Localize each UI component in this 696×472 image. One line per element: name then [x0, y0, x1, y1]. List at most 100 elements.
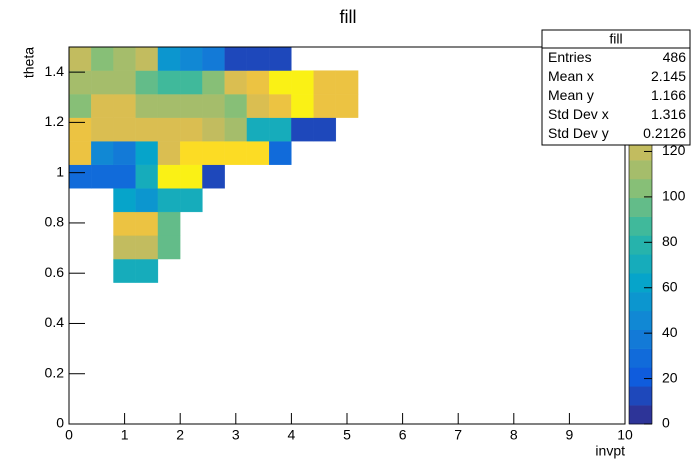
- y-tick-label: 1: [56, 163, 64, 179]
- heatmap-cell: [224, 93, 248, 118]
- stats-box: fill Entries 486 Mean x 2.145 Mean y 1.166 Std …: [541, 29, 691, 146]
- heatmap-cell: [269, 46, 292, 71]
- palette-band: [629, 273, 652, 293]
- x-tick-label: 10: [617, 427, 633, 443]
- palette-band: [629, 160, 652, 180]
- heatmap-cell: [180, 46, 203, 71]
- heatmap-cell: [246, 93, 270, 118]
- heatmap-cell: [246, 46, 270, 71]
- heatmap-cell: [157, 188, 181, 213]
- z-tick-label: 120: [662, 142, 686, 158]
- heatmap-cell: [269, 93, 292, 118]
- heatmap-cell: [202, 46, 225, 71]
- stats-value: 486: [663, 49, 687, 65]
- stats-value: 0.2126: [643, 125, 686, 141]
- z-tick-label: 100: [662, 188, 686, 204]
- heatmap-cell: [180, 164, 203, 189]
- heatmap-cell: [91, 117, 114, 142]
- heatmap-cell: [113, 70, 136, 95]
- chart-title: fill: [340, 7, 357, 27]
- heatmap-cell: [180, 93, 203, 118]
- palette-band: [629, 367, 652, 387]
- heatmap-cell: [246, 117, 270, 142]
- stats-title: fill: [609, 31, 622, 47]
- heatmap-cell: [180, 117, 203, 142]
- x-tick-label: 0: [65, 427, 73, 443]
- heatmap-cell: [135, 188, 159, 213]
- heatmap-cell: [180, 188, 203, 213]
- heatmap-cell: [91, 46, 114, 71]
- heatmap-cell: [269, 141, 292, 165]
- heatmap-cell: [135, 235, 159, 260]
- heatmap-cell: [224, 46, 248, 71]
- palette-band: [629, 348, 652, 368]
- heatmap-cell: [91, 141, 114, 165]
- heatmap-cell: [202, 117, 225, 142]
- heatmap-cell: [157, 70, 181, 95]
- y-tick-label: 0.6: [45, 264, 65, 280]
- heatmap-cell: [157, 46, 181, 71]
- heatmap-cell: [68, 46, 92, 71]
- heatmap-cell: [157, 117, 181, 142]
- z-tick-label: 80: [662, 233, 678, 249]
- palette-band: [629, 329, 652, 349]
- heatmap-cell: [246, 70, 270, 95]
- y-tick-label: 1.2: [45, 113, 65, 129]
- x-tick-label: 9: [566, 427, 574, 443]
- heatmap-cell: [113, 164, 136, 189]
- palette-band: [629, 197, 652, 217]
- heatmap-cell: [180, 70, 203, 95]
- heatmap-cell: [135, 117, 159, 142]
- heatmap-cell: [157, 93, 181, 118]
- stats-value: 1.166: [651, 87, 686, 103]
- heatmap-cell: [157, 141, 181, 165]
- x-tick-label: 2: [176, 427, 184, 443]
- heatmap-cell: [202, 141, 225, 165]
- heatmap-cell: [269, 70, 292, 95]
- y-tick-label: 1.4: [45, 63, 65, 79]
- heatmap-cell: [91, 93, 114, 118]
- heatmap-cell: [113, 211, 136, 236]
- palette-band: [629, 405, 652, 425]
- z-tick-label: 20: [662, 369, 678, 385]
- heatmap-cell: [157, 235, 181, 260]
- heatmap-cell: [113, 188, 136, 213]
- x-tick-label: 4: [288, 427, 296, 443]
- heatmap-cell: [313, 93, 337, 118]
- x-tick-label: 1: [121, 427, 129, 443]
- stats-value: 1.316: [651, 106, 686, 122]
- heatmap-cell: [113, 93, 136, 118]
- heatmap-cell: [157, 211, 181, 236]
- palette-band: [629, 141, 652, 161]
- palette-band: [629, 292, 652, 312]
- x-tick-label: 8: [510, 427, 518, 443]
- y-axis-label: theta: [21, 47, 37, 78]
- x-axis-label: invpt: [595, 443, 625, 459]
- z-tick-label: 60: [662, 278, 678, 294]
- x-tick-label: 6: [399, 427, 407, 443]
- stats-label: Std Dev y: [548, 125, 609, 141]
- x-tick-label: 7: [454, 427, 462, 443]
- y-tick-label: 0.8: [45, 214, 65, 230]
- heatmap-cell: [135, 211, 159, 236]
- palette-band: [629, 216, 652, 236]
- heatmap-cell: [135, 164, 159, 189]
- palette-band: [629, 310, 652, 331]
- palette-band: [629, 235, 652, 255]
- heatmap-cell: [202, 93, 225, 118]
- heatmap-cell: [291, 70, 314, 95]
- heatmap-cell: [91, 164, 114, 189]
- heatmap-cell: [224, 141, 248, 165]
- heatmap-cell: [113, 258, 136, 283]
- heatmap-cell: [91, 70, 114, 95]
- y-tick-label: 0.4: [45, 314, 65, 330]
- heatmap-cell: [68, 117, 92, 142]
- heatmap-cell: [291, 117, 314, 142]
- palette-band: [629, 386, 652, 406]
- stats-frame: [541, 29, 691, 146]
- z-tick-label: 0: [662, 415, 670, 431]
- heatmap-cell: [113, 46, 136, 71]
- heatmap-cell: [68, 141, 92, 165]
- x-tick-label: 5: [343, 427, 351, 443]
